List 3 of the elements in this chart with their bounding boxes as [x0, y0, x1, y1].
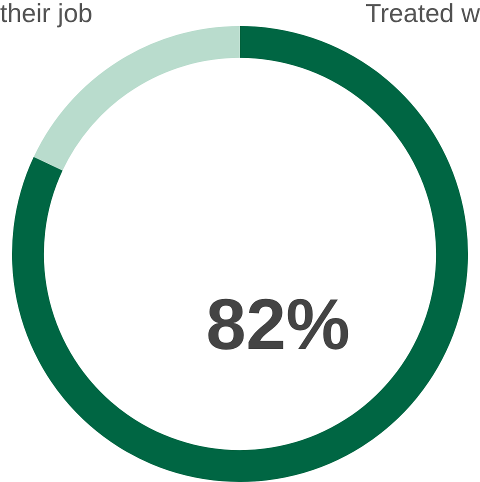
data-label: 82%	[206, 284, 350, 365]
text: their job	[0, 0, 92, 28]
text: Treated w	[365, 0, 480, 28]
